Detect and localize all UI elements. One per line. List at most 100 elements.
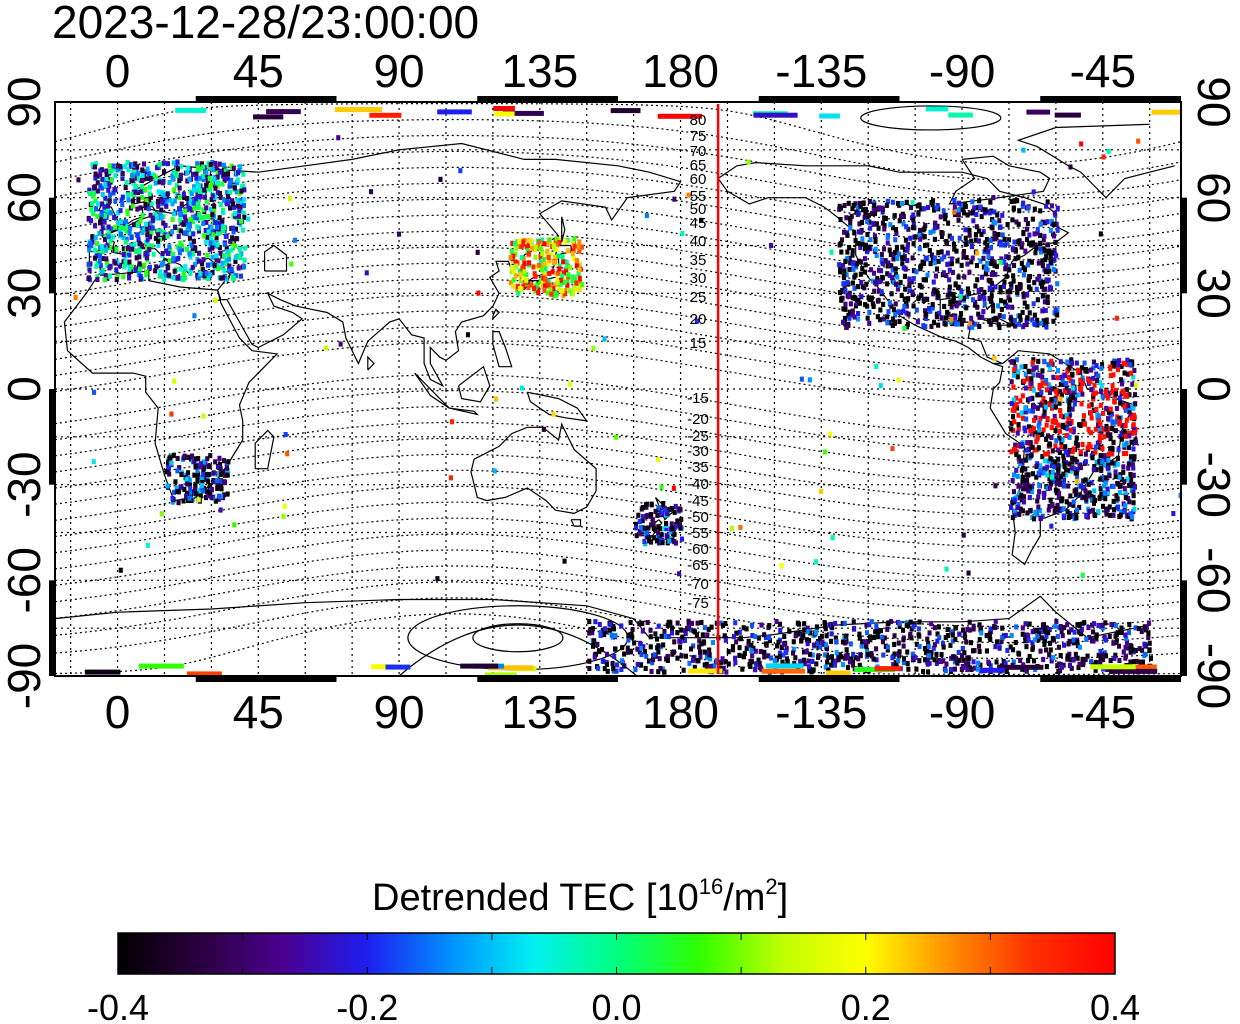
tec-pixel: [1014, 468, 1018, 473]
tec-pixel: [880, 289, 884, 294]
tec-pixel: [154, 264, 158, 269]
tec-pixel: [177, 500, 181, 505]
tec-pixel: [885, 627, 889, 632]
tec-pixel: [591, 626, 595, 631]
tec-pixel: [830, 631, 834, 636]
tec-pixel: [476, 291, 480, 296]
tec-pixel: [124, 185, 128, 190]
tec-pixel: [992, 356, 996, 361]
tec-pixel: [1129, 371, 1133, 376]
tec-pixel: [1040, 308, 1044, 313]
tec-pixel: [980, 275, 984, 280]
tec-pixel: [365, 270, 369, 275]
tec-pixel: [655, 538, 659, 543]
tec-pixel: [540, 268, 544, 273]
tec-pixel: [1021, 310, 1025, 315]
tec-pixel: [1134, 383, 1138, 388]
tec-pixel: [1136, 139, 1140, 144]
tec-pixel: [955, 661, 959, 666]
tec-pixel: [1094, 407, 1098, 412]
tec-pixel: [1127, 630, 1131, 635]
tec-pixel: [992, 231, 996, 236]
tec-pixel: [284, 432, 288, 437]
tec-pixel: [1123, 429, 1127, 434]
tec-pixel: [882, 226, 886, 231]
tec-pixel: [1056, 206, 1060, 211]
tec-pixel: [108, 192, 112, 197]
tec-pixel: [111, 163, 115, 168]
tec-pixel: [1044, 378, 1048, 383]
tec-pixel: [209, 184, 213, 189]
tec-pixel: [339, 342, 343, 347]
tec-pixel: [1050, 250, 1054, 255]
tec-pixel: [219, 472, 223, 477]
tec-pixel: [824, 626, 828, 631]
tec-pixel: [195, 224, 199, 229]
tec-pixel: [942, 304, 946, 309]
tec-pixel: [841, 320, 845, 325]
tec-pixel: [1049, 498, 1053, 503]
tec-pixel: [1019, 493, 1023, 498]
tec-pixel: [1021, 201, 1025, 206]
tec-pixel: [827, 623, 831, 628]
tec-pixel: [1038, 246, 1042, 251]
tec-pixel: [826, 655, 830, 660]
tec-pixel: [931, 202, 935, 207]
tec-pixel: [1094, 390, 1098, 395]
tec-pixel: [856, 212, 860, 217]
bottom-lon-tick-label: -90: [929, 686, 995, 738]
tec-pixel: [1038, 241, 1042, 246]
tec-pixel: [906, 296, 910, 301]
tec-pixel: [613, 633, 617, 638]
tec-pixel: [233, 185, 237, 190]
tec-pixel: [875, 221, 879, 226]
tec-pixel: [1052, 233, 1056, 238]
tec-pixel: [1114, 474, 1118, 479]
tec-pixel: [1056, 423, 1060, 428]
tec-pixel: [1075, 361, 1079, 366]
tec-pixel: [596, 666, 600, 671]
tec-pixel: [937, 624, 941, 629]
tec-pixel: [1103, 490, 1107, 495]
tec-pixel: [527, 251, 531, 256]
tec-pixel: [948, 113, 973, 118]
tec-pixel: [603, 626, 607, 631]
tec-pixel: [1095, 378, 1099, 383]
tec-pixel: [1060, 665, 1064, 670]
tec-pixel: [87, 247, 91, 252]
tec-pixel: [881, 261, 885, 266]
tec-pixel: [928, 230, 932, 235]
tec-pixel: [1104, 476, 1108, 481]
tec-pixel: [1059, 375, 1063, 380]
tec-pixel: [792, 639, 796, 644]
tec-pixel: [1045, 473, 1049, 478]
tec-pixel: [975, 263, 979, 268]
tec-pixel: [1131, 466, 1135, 471]
tec-pixel: [990, 225, 994, 230]
tec-pixel: [1012, 489, 1016, 494]
tec-pixel: [678, 522, 682, 527]
tec-pixel: [120, 202, 124, 207]
tec-pixel: [108, 274, 112, 279]
tec-pixel: [176, 159, 180, 164]
tec-pixel: [509, 255, 513, 260]
tec-pixel: [1036, 505, 1040, 510]
tec-pixel: [978, 205, 982, 210]
tec-pixel: [864, 262, 868, 267]
tec-pixel: [743, 651, 747, 656]
tec-pixel: [74, 295, 78, 300]
tec-pixel: [1117, 658, 1121, 663]
tec-pixel: [886, 645, 890, 650]
tec-pixel: [825, 660, 829, 665]
tec-pixel: [693, 629, 697, 634]
tec-pixel: [1070, 372, 1074, 377]
bottom-lon-tick-label: -135: [775, 686, 867, 738]
tec-pixel: [1060, 629, 1064, 634]
tec-pixel: [109, 210, 113, 215]
tec-pixel: [1023, 249, 1027, 254]
tec-pixel: [131, 204, 135, 209]
tec-pixel: [918, 237, 922, 242]
tec-pixel: [197, 205, 201, 210]
tec-pixel: [1046, 433, 1050, 438]
tec-pixel: [335, 107, 382, 112]
